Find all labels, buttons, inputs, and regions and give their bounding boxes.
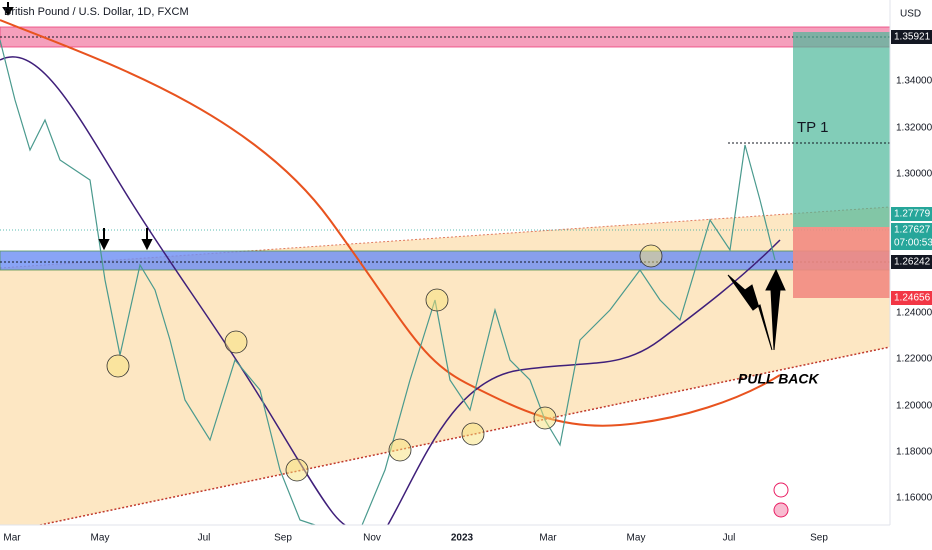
touch-points [106,244,663,482]
channel [0,207,890,525]
chart-title: British Pound / U.S. Dollar, 1D, FXCM [4,6,189,18]
time-label: May [627,533,646,544]
price-tick: 1.24000 [896,308,932,319]
price-tag [891,207,932,221]
time-label: 2023 [451,533,474,544]
price-tick: 1.22000 [896,354,932,365]
price-tag [891,223,932,250]
price-tick: 1.30000 [896,169,932,180]
event-icons [773,482,789,518]
price-tag [891,291,932,305]
price-tag [891,255,932,269]
price-tag-text: 1.35921 [894,32,931,43]
time-labels: Mar May Jul Sep Nov 2023 Mar May Jul Sep [3,533,828,544]
price-tag-text: 1.26242 [894,257,931,268]
time-axis [0,525,932,550]
price-tick: 1.32000 [896,123,932,134]
time-label: Mar [3,533,21,544]
price-axis [890,0,932,550]
price-series [0,39,776,531]
support-zone [0,250,891,271]
time-label: Jul [198,533,211,544]
time-label: Sep [810,533,828,544]
ma-slow [0,19,781,427]
countdown-text: 07:00:53 [894,238,932,249]
price-tick: 1.20000 [896,401,932,412]
price-tag [891,30,932,44]
target-box [793,32,890,227]
price-tag-text: 1.27627 [894,225,931,236]
time-label: Jul [723,533,736,544]
time-label: Nov [363,533,381,544]
price-tick: 1.34000 [896,76,932,87]
price-tick: 1.16000 [896,493,932,504]
channel-bottom [39,346,891,526]
time-label: Mar [539,533,557,544]
stop-box [793,227,890,298]
note-label: PULL BACK [738,371,820,387]
price-tag-text: 1.27779 [894,209,931,220]
time-label: May [91,533,110,544]
price-tick: 1.18000 [896,447,932,458]
price-tag-text: 1.24656 [894,293,931,304]
ma-fast [0,56,781,531]
tp-label: TP 1 [797,119,828,136]
currency-label: USD [900,9,921,20]
time-label: Sep [274,533,292,544]
arrows [2,2,786,351]
